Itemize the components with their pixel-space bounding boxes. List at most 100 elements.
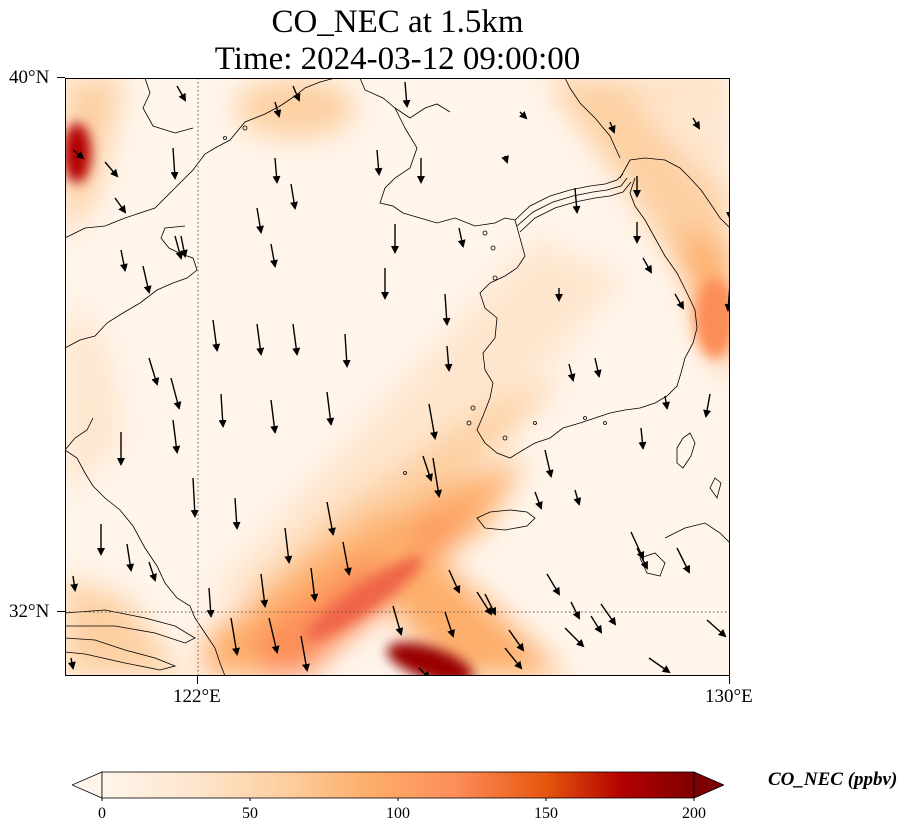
wind-arrow [256,207,264,234]
wind-arrow [260,573,269,608]
wind-arrow [273,101,282,118]
map-panel [65,78,730,676]
wind-arrow [600,603,617,626]
wind-arrow [422,455,433,482]
gridlines [65,78,730,676]
colorbar-label: CO_NEC (ppbv) [768,769,898,790]
wind-arrow [648,657,671,674]
wind-arrow [442,293,451,326]
wind-arrow [290,183,298,210]
colorbar [72,771,724,801]
wind-arrow [67,657,76,670]
colorbar-tick-150: 150 [534,805,558,822]
wind-arrow [636,547,648,570]
wind-arrow [630,531,645,560]
map-title: CO_NEC at 1.5km [271,4,524,40]
wind-arrow [508,629,525,652]
lat-label-40n: 40°N [9,67,50,88]
wind-arrow [476,591,493,616]
wind-arrow [300,635,310,672]
wind-arrow [448,569,461,594]
wind-arrow [218,393,227,428]
wind-arrow [310,567,319,602]
lon-label-122e: 122°E [173,686,221,707]
wind-arrow [326,391,335,426]
wind-arrow [457,227,466,248]
colorbar-gradient [102,772,694,798]
wind-arrow [662,395,670,410]
wind-arrow [544,449,554,478]
wind-arrow [593,357,602,378]
wind-arrow [72,149,85,160]
wind-arrow [292,323,301,356]
colorbar-tick-50: 50 [242,805,258,822]
wind-arrow [674,293,684,310]
wind-arrow [119,249,128,272]
lon-label-130e: 130°E [705,686,753,707]
wind-arrow [638,427,647,450]
wind-arrow [590,615,603,634]
co-field [65,78,730,676]
wind-arrow [212,319,221,352]
wind-arrow [572,187,581,214]
wind-arrow [374,149,383,176]
wind-arrow [70,575,79,592]
wind-arrow [676,547,690,574]
wind-arrow [444,345,453,372]
wind-arrow [501,155,509,164]
wind-arrow [268,617,280,654]
wind-arrow [269,243,278,268]
wind-arrow [272,157,281,184]
wind-arrow [564,627,585,648]
colorbar-over-extend [693,771,724,799]
wind-arrow [342,333,351,368]
wind-arrow [342,541,352,576]
wind-arrow [230,617,240,656]
wind-arrow [703,393,712,418]
wind-arrow [484,593,496,616]
wind-arrow [179,235,188,258]
wind-arrow [402,81,411,108]
wind-arrow [428,403,438,440]
wind-arrow [232,497,241,530]
wind-arrow [126,543,135,572]
wind-arrow [432,457,443,498]
wind-arrow [270,399,279,434]
wind-arrow [326,501,336,536]
wind-arrow [608,121,616,134]
wind-arrow [292,85,301,102]
colorbar-tick-100: 100 [386,805,410,822]
colorbar-tick-200: 200 [682,805,706,822]
tick-40n [57,77,65,78]
wind-vectors [67,81,730,676]
wind-arrow [104,161,119,178]
wind-arrow [284,527,293,564]
wind-arrow [642,257,652,274]
wind-arrow [170,147,179,180]
wind-arrow [518,110,528,120]
wind-arrow [142,265,152,294]
map-time-subtitle: Time: 2024-03-12 09:00:00 [214,41,581,77]
wind-arrow [256,323,265,356]
wind-arrow [444,611,455,638]
colorbar-under-extend [72,771,103,799]
wind-arrow [190,477,199,518]
wind-arrow [206,587,215,618]
wind-arrow [534,491,543,510]
wind-arrow [504,647,523,670]
wind-arrow [692,117,701,130]
wind-arrow [573,489,582,506]
wind-arrow [570,601,580,620]
tick-32n [57,611,65,612]
wind-arrow [114,197,127,214]
wind-arrow [148,357,160,386]
wind-arrow [172,419,181,454]
tick-130e [729,676,730,684]
wind-arrow [418,667,431,676]
map-canvas [65,78,730,676]
wind-arrow [567,363,576,382]
colorbar-tick-0: 0 [98,805,106,822]
wind-arrow [170,377,182,410]
lat-label-32n: 32°N [9,601,50,622]
wind-arrow [176,85,186,102]
